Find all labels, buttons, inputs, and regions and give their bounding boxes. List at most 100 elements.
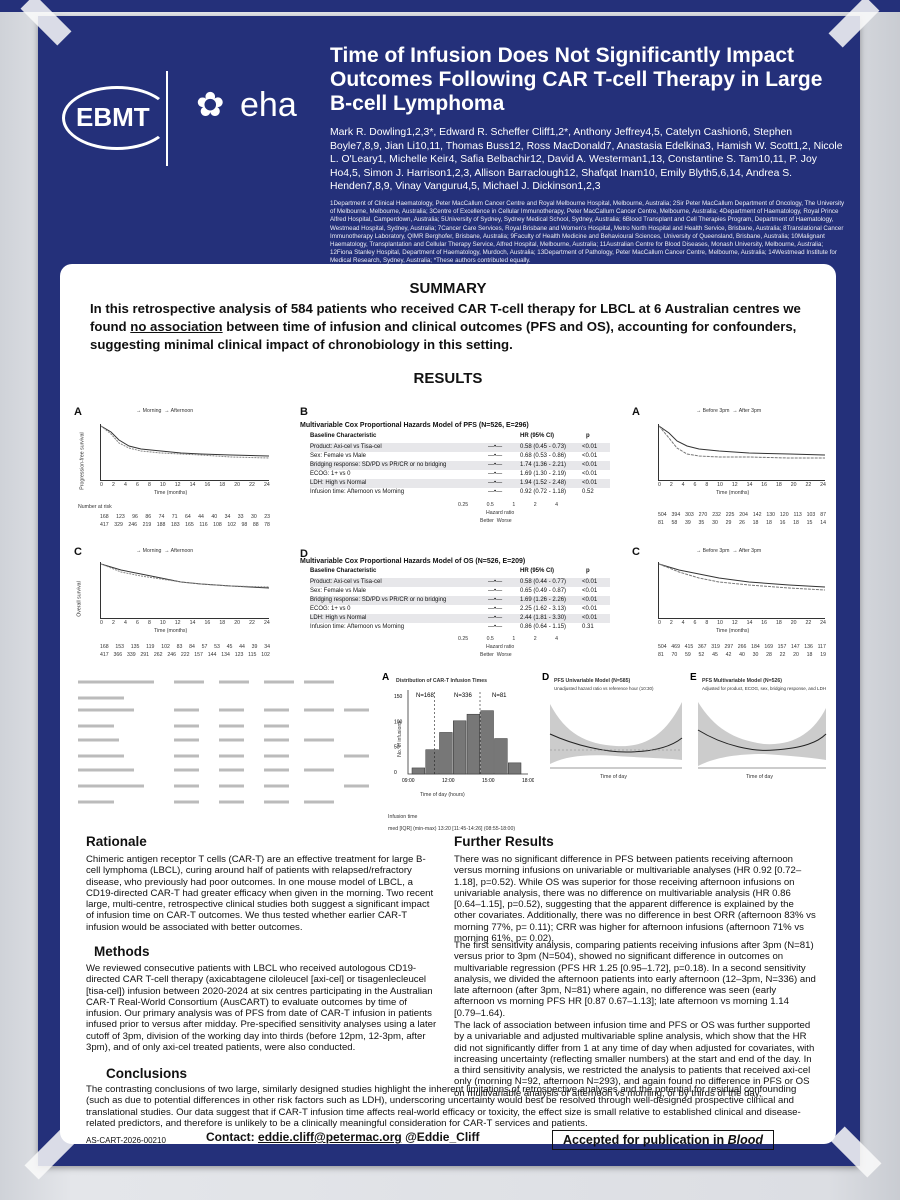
risk-count: 81 bbox=[658, 520, 664, 526]
histogram-x-tick: 09:00 bbox=[402, 778, 415, 784]
risk-count: 504 bbox=[658, 512, 667, 518]
risk-count: 44 bbox=[198, 514, 204, 520]
abstract-reference: AS-CART-2026-00210 bbox=[86, 1136, 166, 1145]
risk-count: 52 bbox=[698, 652, 705, 658]
risk-count: 33 bbox=[237, 514, 244, 520]
risk-count: 303 bbox=[685, 512, 694, 518]
hr-tick: 1 bbox=[512, 636, 516, 642]
risk-count: 18 bbox=[752, 520, 759, 526]
contact-line: Contact: eddie.cliff@petermac.org @Eddie… bbox=[206, 1130, 480, 1144]
risk-count: 246 bbox=[128, 522, 138, 528]
risk-count: 16 bbox=[779, 520, 786, 526]
risk-count: 319 bbox=[711, 644, 720, 650]
risk-count: 232 bbox=[712, 512, 721, 518]
risk-count: 22 bbox=[779, 652, 786, 658]
risk-count: 87 bbox=[820, 512, 826, 518]
risk-count: 19 bbox=[820, 652, 826, 658]
risk-count: 98 bbox=[241, 522, 248, 528]
risk-count: 26 bbox=[739, 520, 745, 526]
risk-count: 184 bbox=[751, 644, 760, 650]
risk-count: 83 bbox=[176, 644, 183, 650]
risk-count: 81 bbox=[658, 652, 664, 658]
pfs-univariable-spline: D PFS Univariable Model (N=585) Unadjust… bbox=[540, 672, 690, 836]
risk-count: 23 bbox=[264, 514, 270, 520]
histogram-svg: N=168 N=336 N=81 09:00 12:00 15:00 18:00 150 100… bbox=[394, 690, 534, 784]
risk-count: 136 bbox=[804, 644, 813, 650]
histogram-bar bbox=[425, 749, 439, 775]
risk-count: 270 bbox=[698, 512, 708, 518]
poster: EBMT ✿ eha Time of Infusion Does Not Sig… bbox=[20, 0, 882, 1180]
risk-count: 262 bbox=[153, 652, 163, 658]
contact-email[interactable]: eddie.cliff@petermac.org bbox=[258, 1130, 402, 1144]
histogram-bar bbox=[439, 732, 453, 775]
risk-count: 297 bbox=[724, 644, 734, 650]
risk-count: 123 bbox=[116, 514, 125, 520]
forest-point: —•— bbox=[488, 588, 503, 594]
forest-os: D Multivariable Cox Proportional Hazards… bbox=[288, 542, 610, 667]
forest-row: Infusion time: Afternoon vs Morning —•— 0.… bbox=[310, 624, 594, 630]
adjacent-poster-strip bbox=[0, 0, 900, 12]
hr-tick: 1 bbox=[512, 502, 516, 508]
km-os-morning-afternoon: C → Morning → Afternoon Overall survival… bbox=[74, 546, 270, 658]
risk-count: 367 bbox=[697, 644, 707, 650]
risk-count: 108 bbox=[213, 522, 222, 528]
hr-tick: 4 bbox=[555, 636, 558, 642]
risk-count: 165 bbox=[185, 522, 194, 528]
risk-count: 96 bbox=[132, 514, 138, 520]
risk-count: 14 bbox=[820, 520, 826, 526]
hr-tick: 0.5 bbox=[486, 502, 494, 508]
twitter-handle[interactable]: @Eddie_Cliff bbox=[405, 1130, 480, 1144]
risk-count: 30 bbox=[752, 652, 759, 658]
forest-row: Product: Axi-cel vs Tisa-cel —•— 0.58 (0.4… bbox=[310, 443, 610, 452]
km-pfs-morning-afternoon: A → Morning → Afternoon Progression-free… bbox=[74, 406, 270, 528]
pfs-multivariable-spline: E PFS Multivariable Model (N=526) Adjust… bbox=[690, 672, 827, 780]
histogram-bar bbox=[453, 720, 467, 775]
histogram-y-tick: 0 bbox=[394, 770, 397, 776]
hr-tick: 0.5 bbox=[486, 636, 494, 642]
risk-count: 59 bbox=[685, 652, 691, 658]
histogram-bar bbox=[508, 762, 522, 775]
risk-count: 53 bbox=[214, 644, 220, 650]
risk-count: 117 bbox=[817, 644, 826, 650]
risk-count: 157 bbox=[777, 644, 787, 650]
risk-count: 116 bbox=[199, 522, 208, 528]
poster-body: SUMMARY In this retrospective analysis o… bbox=[60, 264, 836, 1150]
poster-title: Time of Infusion Does Not Significantly … bbox=[330, 44, 823, 115]
risk-count: 18 bbox=[806, 652, 813, 658]
risk-count: 115 bbox=[248, 652, 257, 658]
risk-count: 415 bbox=[684, 644, 694, 650]
risk-count: 103 bbox=[806, 512, 816, 518]
risk-count: 74 bbox=[158, 514, 165, 520]
risk-count: 39 bbox=[251, 644, 258, 650]
histogram-x-tick: 18:00 bbox=[522, 778, 534, 784]
risk-count: 366 bbox=[113, 652, 123, 658]
risk-count: 29 bbox=[725, 520, 732, 526]
forest-point: —•— bbox=[488, 453, 503, 459]
ebmt-logo: EBMT bbox=[62, 76, 172, 156]
risk-count: 44 bbox=[239, 644, 245, 650]
risk-count: 102 bbox=[161, 644, 170, 650]
forest-row: LDH: High vs Normal —•— 2.44 (1.81 - 3.30)… bbox=[310, 614, 610, 623]
risk-count: 204 bbox=[739, 512, 748, 518]
risk-count: 35 bbox=[698, 520, 705, 526]
risk-count: 15 bbox=[806, 520, 813, 526]
histogram-n-label: N=168 bbox=[416, 693, 435, 699]
eha-logo: ✿ eha bbox=[196, 86, 297, 124]
risk-count: 113 bbox=[793, 512, 802, 518]
forest-row: Sex: Female vs Male —•— 0.65 (0.49 - 0.87)… bbox=[310, 588, 598, 594]
forest-point: —•— bbox=[488, 444, 503, 450]
risk-count: 394 bbox=[671, 512, 681, 518]
further-results-p2: The first sensitivity analysis, comparin… bbox=[454, 940, 816, 1019]
risk-count: 34 bbox=[264, 644, 270, 650]
risk-count: 168 bbox=[100, 514, 109, 520]
hr-tick: 0.25 bbox=[458, 502, 469, 508]
risk-count: 188 bbox=[156, 522, 166, 528]
risk-count: 329 bbox=[114, 522, 123, 528]
further-results-heading: Further Results bbox=[454, 834, 554, 849]
methods-text: We reviewed consecutive patients with LB… bbox=[86, 963, 437, 1054]
risk-count: 45 bbox=[226, 644, 233, 650]
risk-count: 40 bbox=[739, 652, 745, 658]
risk-count: 39 bbox=[685, 520, 691, 526]
risk-count: 157 bbox=[194, 652, 203, 658]
risk-row-2: 417 329 246 219 188 183 165 116 108 102 98 88 78 bbox=[100, 522, 270, 528]
